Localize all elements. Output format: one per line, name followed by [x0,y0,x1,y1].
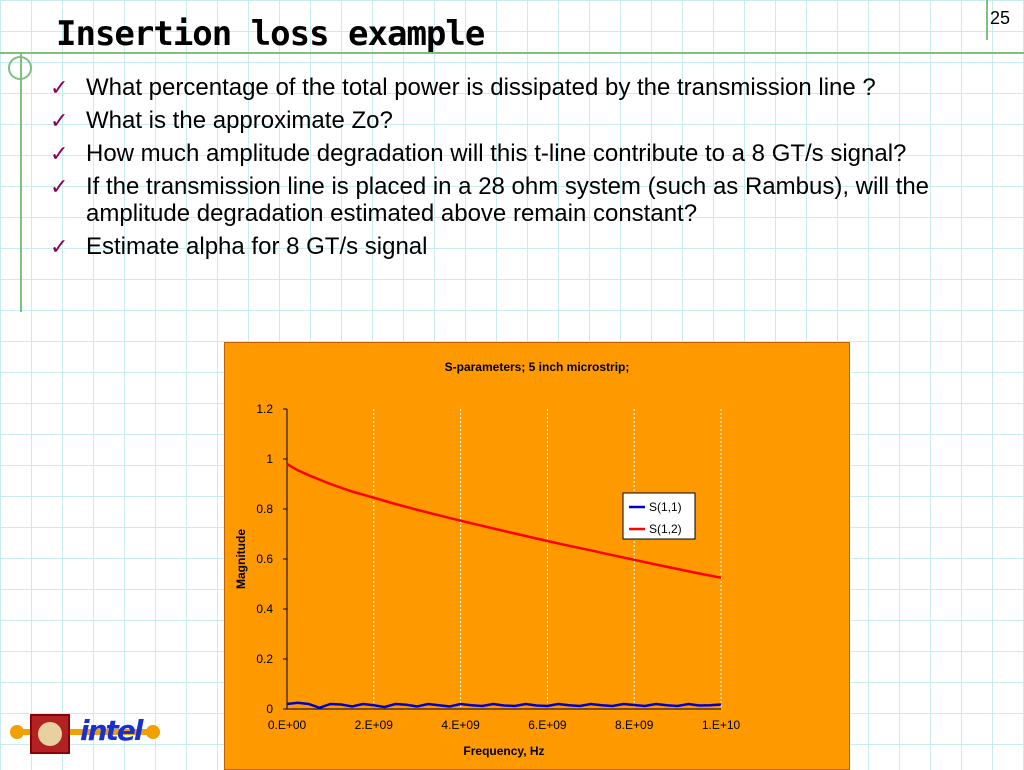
y-tick-label: 1.2 [256,402,273,416]
bullet-text: If the transmission line is placed in a … [86,173,930,227]
checkmark-icon: ✓ [50,141,69,166]
x-tick-label: 2.E+09 [355,718,394,732]
legend-box [622,492,696,540]
checkmark-icon: ✓ [50,234,69,259]
logo-ball-left [10,725,24,739]
margin-rule [20,52,22,312]
checkmark-icon: ✓ [50,75,69,100]
y-tick-label: 0.8 [256,502,273,516]
slide-title: Insertion loss example [56,14,485,54]
x-tick-label: 8.E+09 [615,718,654,732]
bullet-item: ✓ What is the approximate Zo? [50,107,1010,134]
x-tick-label: 6.E+09 [528,718,567,732]
intel-logo: intel [10,712,160,754]
page-number: 25 [990,8,1011,28]
legend-label: S(1,1) [649,500,682,514]
corner-ornament [8,56,32,80]
bullet-item: ✓ Estimate alpha for 8 GT/s signal [50,233,1010,260]
y-axis-label: Magnitude [234,529,248,589]
y-tick-label: 0.6 [256,552,273,566]
bullet-item: ✓ If the transmission line is placed in a… [50,173,1010,227]
bullet-list: ✓ What percentage of the total power is d… [50,74,1010,266]
title-rule [0,52,1024,54]
s-parameter-chart: S-parameters; 5 inch microstrip; 0.E+00 2.… [224,342,850,770]
university-seal-icon [30,714,70,754]
legend-label: S(1,2) [649,522,682,536]
checkmark-icon: ✓ [50,174,69,199]
bullet-item: ✓ How much amplitude degradation will thi… [50,140,1010,167]
checkmark-icon: ✓ [50,108,69,133]
y-tick-label: 0.4 [256,602,273,616]
x-tick-label: 4.E+09 [441,718,480,732]
x-axis-label: Frequency, Hz [463,744,544,758]
y-tick-label: 0.2 [256,652,273,666]
chart-svg: S-parameters; 5 inch microstrip; 0.E+00 2.… [234,360,741,758]
bullet-item: ✓ What percentage of the total power is d… [50,74,1010,101]
y-tick-label: 1 [266,452,273,466]
page-number-divider [986,0,988,40]
bullet-text: What is the approximate Zo? [86,107,393,134]
seal-emblem [38,722,62,746]
bullet-text: What percentage of the total power is di… [86,74,876,101]
bullet-text: Estimate alpha for 8 GT/s signal [86,233,428,260]
bullet-text: How much amplitude degradation will this… [86,140,907,167]
series-line-s12 [286,462,722,579]
x-tick-label: 1.E+10 [702,718,741,732]
chart-title: S-parameters; 5 inch microstrip; [445,360,630,374]
x-tick-label: 0.E+00 [268,718,307,732]
logo-bar [16,729,156,735]
intel-wordmark: intel [80,714,144,747]
series-line-s11 [286,701,722,710]
logo-ball-right [146,725,160,739]
plot-area [287,409,721,709]
y-tick-label: 0 [266,702,273,716]
